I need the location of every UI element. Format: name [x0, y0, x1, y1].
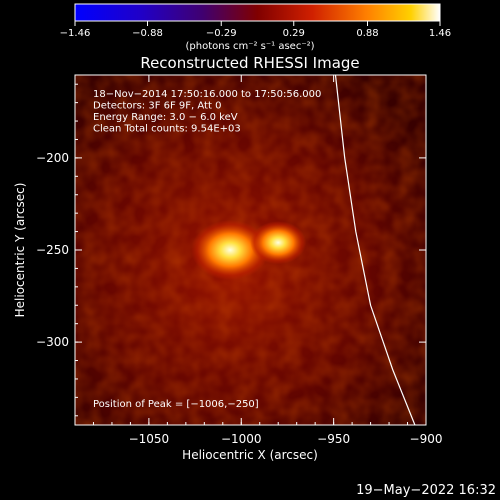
y-tick-label: −300: [36, 335, 69, 349]
footer-date: 19−May−2022 16:32: [356, 483, 496, 498]
y-tick-label: −250: [36, 243, 69, 257]
x-tick-label: −1050: [129, 432, 170, 446]
peak-position-text: Position of Peak = [−1006,−250]: [93, 399, 259, 410]
source-2: [250, 221, 307, 265]
solar-limb-line: [334, 74, 416, 426]
colorbar-tick-label: 1.46: [429, 28, 451, 39]
x-tick-label: −1000: [221, 432, 262, 446]
colorbar-tick-label: 0.88: [356, 28, 378, 39]
y-tick-label: −200: [36, 151, 69, 165]
colorbar-unit-label: (photons cm⁻² s⁻¹ asec⁻²): [185, 41, 314, 52]
chart-title: Reconstructed RHESSI Image: [140, 54, 359, 72]
colorbar: [74, 3, 441, 22]
colorbar-tick-label: −0.88: [132, 28, 163, 39]
x-axis-label: Heliocentric X (arcsec): [182, 448, 318, 462]
source-1: [191, 220, 270, 280]
x-tick-label: −950: [317, 432, 350, 446]
info-line: Energy Range: 3.0 − 6.0 keV: [93, 112, 238, 123]
colorbar-tick-label: 0.29: [283, 28, 305, 39]
y-axis-label: Heliocentric Y (arcsec): [13, 183, 27, 318]
info-line: 18−Nov−2014 17:50:16.000 to 17:50:56.000: [93, 89, 321, 100]
observation-info: 18−Nov−2014 17:50:16.000 to 17:50:56.000…: [93, 89, 321, 135]
colorbar-tick-label: −1.46: [60, 28, 91, 39]
heatmap-image: [75, 75, 426, 425]
x-tick-label: −900: [410, 432, 443, 446]
info-line: Detectors: 3F 6F 9F, Att 0: [93, 101, 221, 112]
colorbar-tick-label: −0.29: [206, 28, 237, 39]
info-line: Clean Total counts: 9.54E+03: [93, 124, 241, 135]
